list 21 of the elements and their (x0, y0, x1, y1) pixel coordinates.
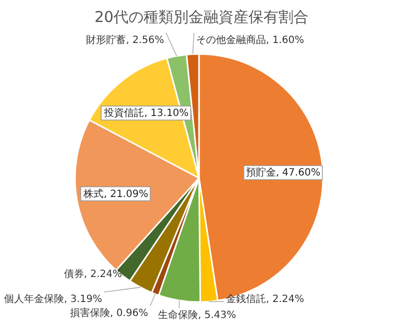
slice-label: 投資信託 (103, 107, 144, 120)
slice-label: 株式 (82, 188, 104, 200)
chart-title: 20代の種類別金融資産保有割合 (94, 8, 309, 26)
data-label: , 5.43% (198, 310, 236, 321)
slice-label: 生命保険 (158, 309, 198, 321)
data-label: , 21.09% (104, 188, 148, 200)
slice-label: 個人年金保険 (4, 293, 64, 305)
data-label: , 2.56% (126, 35, 164, 46)
data-label: , 13.10% (144, 108, 189, 120)
data-label: , 3.19% (64, 294, 102, 305)
slice-label: 損害保険 (70, 307, 110, 319)
slice-label: 金銭信託 (226, 293, 266, 305)
data-label: , 2.24% (266, 294, 304, 305)
slice-label: 財形貯蓄 (86, 34, 126, 46)
data-label: , 0.96% (110, 308, 148, 319)
data-label: , 2.24% (84, 269, 122, 280)
slice-label: 債券 (64, 268, 84, 280)
slice-label: その他金融商品 (196, 34, 266, 46)
data-label: , 47.60% (276, 168, 320, 179)
data-label: , 1.60% (266, 35, 304, 46)
slice-label: 預貯金 (246, 166, 276, 179)
